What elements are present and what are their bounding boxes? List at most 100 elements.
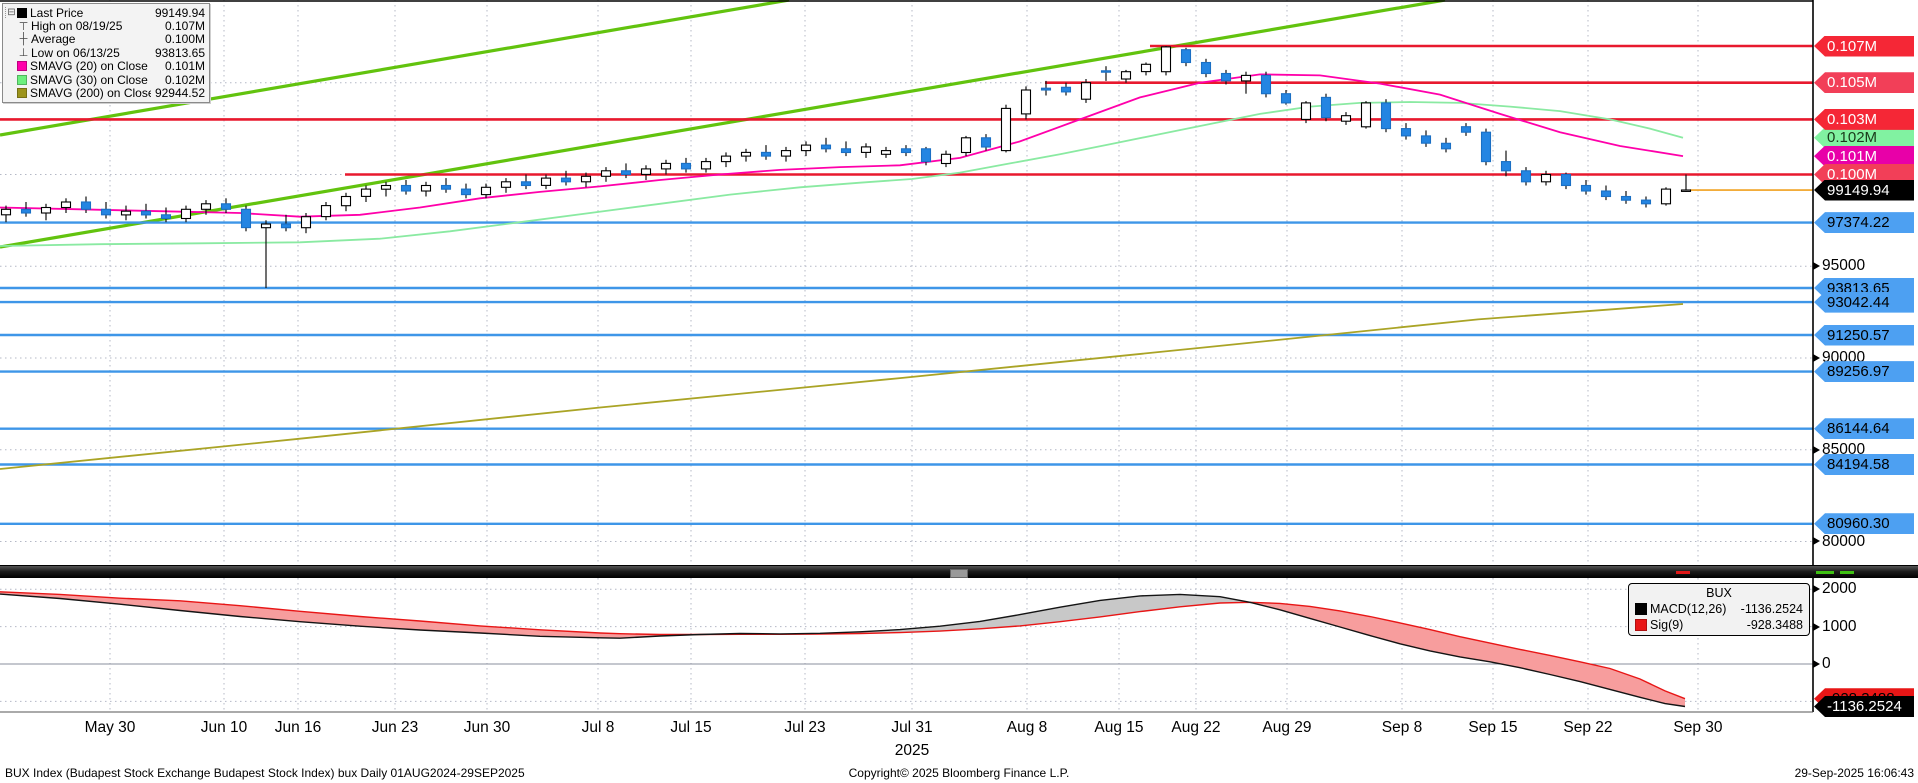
- legend-row[interactable]: ⊥ Low on 06/13/25 93813.65: [5, 45, 205, 60]
- macd-legend-label: Sig(9): [1650, 618, 1684, 632]
- sma200-line: [0, 303, 1684, 470]
- price-tag: 86144.64: [1814, 418, 1914, 440]
- macd-band: [0, 591, 1685, 707]
- date-label: Sep 22: [1563, 719, 1613, 736]
- divider-grip[interactable]: [950, 569, 968, 578]
- price-tag: 93042.44: [1814, 291, 1914, 313]
- tick-arrow-icon: [1813, 622, 1820, 631]
- divider-green-marker: [1816, 571, 1834, 574]
- gridlines: [0, 0, 1813, 712]
- timestamp: 29-Sep-2025 16:06:43: [1794, 766, 1914, 780]
- axis-tick-label: 2000: [1813, 579, 1856, 599]
- legend-swatch: [17, 7, 27, 18]
- macd-legend-swatch: [1635, 619, 1647, 631]
- macd-legend-label: MACD(12,26): [1650, 602, 1727, 616]
- legend-label: SMAVG (200) on Close: [30, 86, 151, 101]
- price-tag: 0.103M: [1814, 108, 1914, 130]
- price-tag: 97374.22: [1814, 212, 1914, 234]
- tick-arrow-icon: [1813, 262, 1820, 271]
- macd-legend-title: BUX: [1706, 586, 1732, 600]
- panel-divider[interactable]: [0, 565, 1918, 578]
- date-label: Sep 30: [1673, 719, 1723, 736]
- signal-line: [0, 591, 1686, 700]
- price-tag: 0.105M: [1814, 72, 1914, 94]
- axis-tick-label: 1000: [1813, 617, 1856, 637]
- legend-value: 92944.52: [154, 86, 205, 101]
- trend-channel-line: [0, 0, 1446, 249]
- legend-marker-icon: ⊥: [18, 47, 29, 60]
- date-label: Jul 31: [891, 719, 933, 736]
- legend-label: SMAVG (30) on Close: [30, 72, 148, 87]
- legend-swatch: [17, 61, 27, 72]
- price-tag: 91250.57: [1814, 324, 1914, 346]
- tick-arrow-icon: [1813, 585, 1820, 594]
- axis-tick-label: 80000: [1813, 532, 1865, 552]
- date-label: Jun 30: [463, 719, 511, 736]
- year-label: 2025: [894, 742, 930, 759]
- price-tag: -1136.2524: [1814, 696, 1914, 717]
- divider-red-marker: [1676, 571, 1690, 574]
- price-tag: 0.107M: [1814, 35, 1914, 57]
- price-tag: 89256.97: [1814, 361, 1914, 383]
- legend-label: High on 08/19/25: [31, 19, 123, 34]
- date-label: Jul 15: [670, 719, 712, 736]
- axis-tick-label: 95000: [1813, 256, 1865, 276]
- price-tag: 0.101M: [1814, 145, 1914, 167]
- legend-marker-icon: ┼: [19, 33, 28, 46]
- legend-value: 0.102M: [164, 72, 205, 87]
- legend-tree-glyph: ⊟: [5, 7, 17, 19]
- date-label: May 30: [84, 719, 136, 736]
- legend-swatch: [17, 74, 27, 85]
- legend-row[interactable]: SMAVG (200) on Close 92944.52: [5, 86, 205, 101]
- candlestick-series: [0, 46, 1692, 288]
- macd-line: [0, 593, 1686, 708]
- price-legend-box[interactable]: ⊟ Last Price 99149.94 ⊤ High on 08/19/25 0.10…: [2, 3, 210, 103]
- date-label: Jun 16: [274, 719, 322, 736]
- legend-row[interactable]: SMAVG (30) on Close 0.102M: [5, 72, 205, 87]
- tick-arrow-icon: [1813, 445, 1820, 454]
- price-tag: 80960.30: [1814, 513, 1914, 535]
- macd-legend-box[interactable]: BUX MACD(12,26) -1136.2524 Sig(9) -928.3488: [1628, 583, 1810, 636]
- divider-green-marker: [1840, 571, 1854, 574]
- legend-label: Last Price: [30, 5, 84, 20]
- date-label: Jun 23: [371, 719, 419, 736]
- tick-arrow-icon: [1813, 537, 1820, 546]
- date-label: Jun 10: [200, 719, 248, 736]
- legend-row[interactable]: ⊤ High on 08/19/25 0.107M: [5, 19, 205, 34]
- legend-marker-icon: ⊤: [18, 20, 29, 33]
- trend-channel-line: [0, 0, 790, 137]
- status-bar: BUX Index (Budapest Stock Exchange Budap…: [0, 766, 1918, 782]
- price-tag: 99149.94: [1814, 179, 1914, 201]
- legend-value: 99149.94: [154, 5, 205, 20]
- legend-label: Low on 06/13/25: [31, 45, 120, 60]
- macd-legend-value: -928.3488: [1746, 618, 1803, 632]
- date-label: Sep 15: [1468, 719, 1518, 736]
- sma20-line: [0, 73, 1684, 218]
- date-label: Jul 8: [581, 719, 615, 736]
- macd-legend-swatch: [1635, 603, 1647, 615]
- legend-row[interactable]: ⊟ Last Price 99149.94: [5, 5, 205, 20]
- axis-tick-label: 0: [1813, 654, 1831, 674]
- legend-row[interactable]: ┼ Average 0.100M: [5, 32, 205, 47]
- price-tag: 0.102M: [1814, 127, 1914, 149]
- date-label: Aug 8: [1006, 719, 1048, 736]
- legend-label: SMAVG (20) on Close: [30, 59, 148, 74]
- legend-row[interactable]: SMAVG (20) on Close 0.101M: [5, 59, 205, 74]
- legend-value: 0.107M: [164, 19, 205, 34]
- chart-description: BUX Index (Budapest Stock Exchange Budap…: [5, 766, 525, 780]
- legend-value: 93813.65: [154, 45, 205, 60]
- macd-legend-value: -1136.2524: [1740, 602, 1803, 616]
- macd-legend-row[interactable]: MACD(12,26) -1136.2524: [1635, 601, 1803, 617]
- tick-arrow-icon: [1813, 353, 1820, 362]
- date-label: Aug 29: [1262, 719, 1312, 736]
- date-label: Sep 8: [1381, 719, 1423, 736]
- legend-value: 0.100M: [164, 32, 205, 47]
- sma30-line: [0, 101, 1684, 247]
- date-label: Jul 23: [784, 719, 826, 736]
- macd-legend-row[interactable]: Sig(9) -928.3488: [1635, 617, 1803, 633]
- date-label: Aug 22: [1171, 719, 1221, 736]
- date-label: Aug 15: [1094, 719, 1144, 736]
- tick-arrow-icon: [1813, 659, 1820, 668]
- copyright-text: Copyright© 2025 Bloomberg Finance L.P.: [848, 766, 1070, 780]
